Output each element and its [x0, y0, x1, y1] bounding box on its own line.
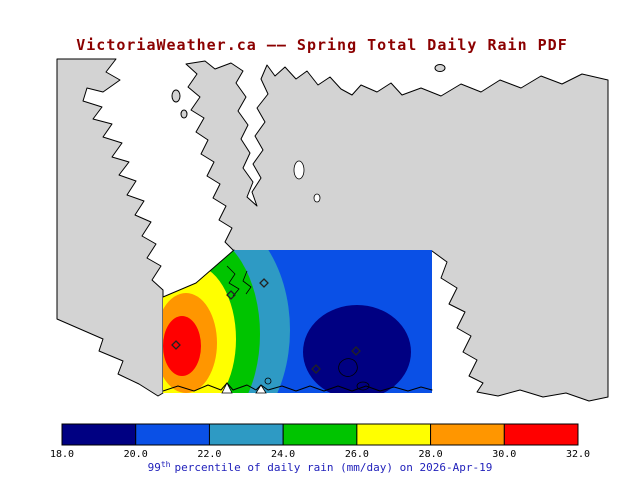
- island: [171, 89, 181, 103]
- coastline-northwest: [162, 249, 235, 298]
- caption-superscript: th: [161, 460, 171, 469]
- colorbar-segment: [503, 423, 579, 446]
- harbour-notch: [221, 382, 233, 394]
- island: [180, 109, 188, 119]
- lake: [293, 160, 305, 180]
- colorbar-segment: [282, 423, 358, 446]
- station-marker: [226, 290, 236, 300]
- lake: [313, 193, 321, 203]
- station-markers: [171, 278, 361, 374]
- colorbar: 18.0 20.0 22.0 24.0 26.0 28.0 30.0 32.0: [50, 423, 590, 460]
- station-marker: [311, 364, 321, 374]
- colorbar-tick: 20.0: [124, 449, 148, 460]
- station-marker: [259, 278, 269, 288]
- colorbar-tick: 18.0: [50, 449, 74, 460]
- colorbar-tick: 32.0: [566, 449, 590, 460]
- contour-plot: [163, 250, 432, 393]
- island-outline: [338, 358, 358, 377]
- colorbar-segment: [208, 423, 284, 446]
- contour-band-30-32: [163, 316, 201, 376]
- coastline-overlay: [162, 249, 433, 394]
- page-title: VictoriaWeather.ca –– Spring Total Daily…: [76, 36, 568, 54]
- contour-band-18-20: [303, 305, 411, 393]
- colorbar-segment: [135, 423, 211, 446]
- landmasses: [56, 58, 609, 402]
- harbour-notch: [255, 384, 267, 394]
- island: [434, 64, 446, 72]
- colorbar-tick: 24.0: [271, 449, 295, 460]
- island-outline: [264, 377, 272, 385]
- colorbar-tick: 26.0: [345, 449, 369, 460]
- colorbar-tick: 28.0: [419, 449, 443, 460]
- colorbar-segment: [430, 423, 505, 446]
- harbour-shoreline: [226, 265, 240, 297]
- colorbar-tick: 22.0: [197, 449, 221, 460]
- landmass-central-east: [185, 60, 609, 402]
- station-marker: [351, 346, 361, 356]
- coastline-south-shore: [162, 382, 433, 392]
- colorbar-caption: 99th percentile of daily rain (mm/day) on…: [148, 460, 493, 474]
- caption-rest: percentile of daily rain (mm/day) on 202…: [175, 461, 493, 474]
- harbour-shoreline: [242, 270, 252, 295]
- colorbar-segment: [356, 423, 432, 446]
- caption-value: 99: [148, 461, 161, 474]
- colorbar-tick: 30.0: [492, 449, 516, 460]
- island-outline: [356, 381, 370, 391]
- colorbar-segment: [61, 423, 137, 446]
- station-marker: [171, 340, 181, 350]
- landmass-west-strip: [56, 58, 164, 397]
